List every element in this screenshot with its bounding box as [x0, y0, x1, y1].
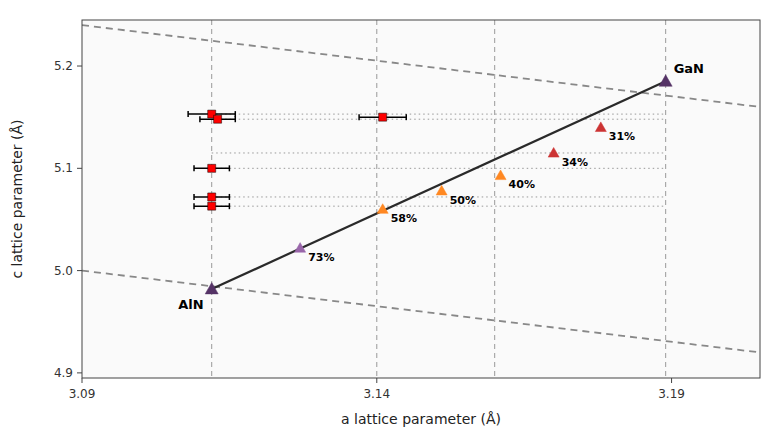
error-bar — [194, 165, 229, 171]
endpoint — [205, 283, 218, 294]
error-bar-cap — [199, 116, 201, 122]
point-label: 50% — [450, 194, 476, 207]
error-bar-cap — [193, 203, 195, 209]
y-tick-label: 5.2 — [54, 59, 73, 73]
y-axis-label: c lattice parameter (Å) — [9, 119, 25, 278]
relaxation-line — [212, 81, 666, 289]
x-tick-label: 3.14 — [363, 387, 390, 401]
vertical-line — [494, 20, 495, 378]
point — [495, 170, 506, 180]
y-tick-label: 5.0 — [54, 264, 73, 278]
dotted-line — [212, 119, 666, 120]
dotted-line — [212, 152, 666, 153]
error-bar — [194, 203, 229, 209]
error-bar — [359, 114, 406, 120]
y-tick — [77, 66, 82, 67]
plot-marks — [82, 20, 760, 378]
point-label: 34% — [562, 156, 588, 169]
error-bar-cap — [193, 194, 195, 200]
error-point — [214, 115, 222, 123]
error-point — [379, 113, 387, 121]
error-bar-cap — [229, 165, 231, 171]
y-tick — [77, 270, 82, 271]
endpoint — [659, 75, 672, 86]
point — [548, 147, 559, 157]
endpoint-label: AlN — [178, 297, 203, 312]
plot-area — [82, 20, 760, 378]
endpoint-label: GaN — [674, 61, 704, 76]
x-tick-label: 3.19 — [658, 387, 685, 401]
error-bar-cap — [229, 194, 231, 200]
y-tick — [77, 372, 82, 373]
dotted-line — [212, 114, 666, 115]
error-bar-cap — [187, 111, 189, 117]
y-tick-label: 4.9 — [54, 366, 73, 380]
error-bar — [200, 116, 235, 122]
dotted-line — [212, 196, 666, 197]
dashed-line — [82, 271, 760, 353]
vertical-line — [376, 20, 377, 378]
chart: 3.09 3.14 3.19 4.9 5.0 5.1 5.2 a lattice parame… — [0, 0, 780, 440]
point-label: 40% — [509, 178, 535, 191]
error-bar — [194, 194, 229, 200]
dashed-line — [82, 25, 760, 107]
x-tick — [82, 378, 83, 383]
point — [436, 185, 447, 195]
x-tick — [376, 378, 377, 383]
dotted-line — [212, 206, 666, 207]
error-point — [208, 164, 216, 172]
y-tick-label: 5.1 — [54, 161, 73, 175]
background — [0, 0, 780, 440]
error-bar-cap — [358, 114, 360, 120]
x-axis-label: a lattice parameter (Å) — [341, 411, 501, 427]
error-bar-cap — [193, 165, 195, 171]
x-tick — [671, 378, 672, 383]
vertical-line — [665, 20, 666, 378]
x-tick-label: 3.09 — [69, 387, 96, 401]
error-bar-cap — [406, 114, 408, 120]
y-tick — [77, 168, 82, 169]
dotted-line — [212, 168, 666, 169]
error-bar-cap — [235, 116, 237, 122]
point — [595, 122, 606, 132]
page: {"chart_data": { "type": "scatter", "xla… — [0, 0, 780, 440]
error-bar-cap — [229, 203, 231, 209]
point — [295, 243, 306, 253]
point — [377, 204, 388, 214]
point-label: 31% — [609, 130, 635, 143]
error-point — [208, 193, 216, 201]
plot-frame — [82, 20, 760, 378]
error-bar-cap — [235, 111, 237, 117]
error-bar — [188, 111, 235, 117]
point-label: 58% — [391, 212, 417, 225]
point-label: 73% — [308, 251, 334, 264]
error-point — [208, 202, 216, 210]
